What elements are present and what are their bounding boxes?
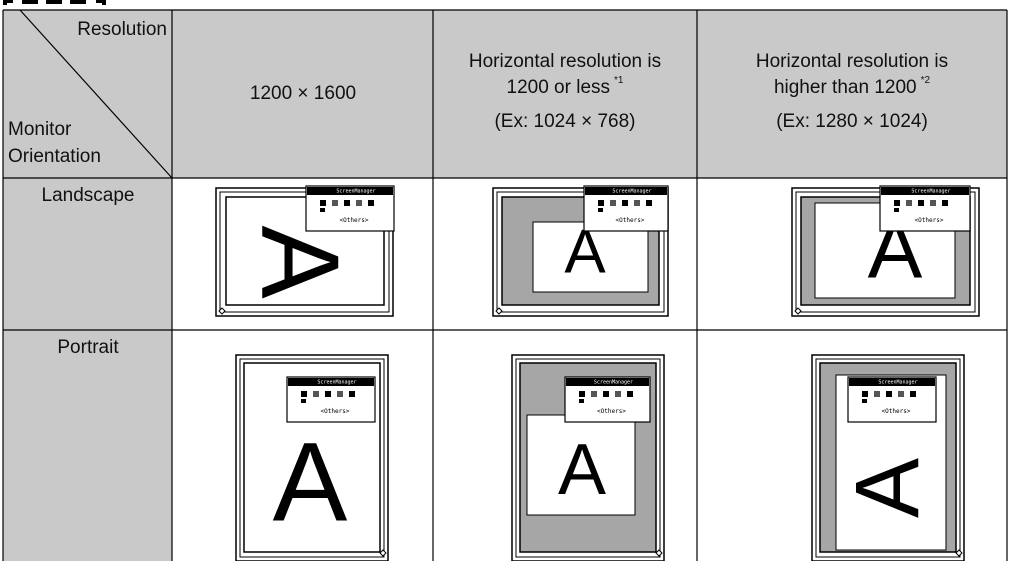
osd-item: <Others> bbox=[882, 408, 911, 415]
column-example: (Ex: 1024 × 768) bbox=[494, 111, 635, 132]
osd-icon bbox=[942, 200, 948, 206]
osd-item: <Others> bbox=[597, 408, 626, 415]
column-example: (Ex: 1280 × 1024) bbox=[776, 111, 928, 132]
osd-icon bbox=[579, 391, 585, 397]
image-area bbox=[532, 221, 649, 293]
osd-icon bbox=[634, 200, 640, 206]
osd-icon bbox=[622, 200, 628, 206]
column-header: higher than 1200 *2 bbox=[774, 75, 931, 98]
osd-icon bbox=[894, 200, 900, 206]
corner-row-label: Orientation bbox=[8, 146, 101, 167]
osd-icon bbox=[610, 200, 616, 206]
column-header: 1200 or less *1 bbox=[507, 75, 624, 98]
osd-titlebar bbox=[288, 378, 374, 386]
osd-icon bbox=[332, 200, 338, 206]
osd-icon bbox=[874, 391, 880, 397]
osd-title: ScreenManager bbox=[336, 189, 375, 195]
power-led bbox=[379, 549, 387, 557]
osd-item: <Others> bbox=[915, 217, 944, 224]
letter-a: A bbox=[838, 458, 938, 518]
power-led bbox=[495, 307, 503, 315]
osd-icon bbox=[886, 391, 892, 397]
row-header: Landscape bbox=[42, 185, 135, 206]
corner-row-label: Monitor bbox=[8, 119, 72, 140]
osd-icon bbox=[598, 200, 604, 206]
osd-icon bbox=[325, 391, 331, 397]
row-header-bg bbox=[3, 178, 172, 561]
column-header-line: higher than 1200 bbox=[774, 77, 917, 98]
osd-title: ScreenManager bbox=[317, 380, 356, 386]
osd-icon bbox=[579, 399, 584, 403]
letter-a: A bbox=[239, 225, 362, 299]
osd-titlebar bbox=[566, 378, 649, 386]
osd-item: <Others> bbox=[616, 217, 645, 224]
table-grid bbox=[2, 9, 1008, 561]
letter-a: A bbox=[273, 420, 348, 545]
footnote-mark: *2 bbox=[921, 75, 931, 86]
osd-icon bbox=[301, 391, 307, 397]
monitor: A ScreenManager <Others> bbox=[235, 354, 389, 561]
heading-fragment bbox=[3, 0, 106, 5]
osd-icon bbox=[356, 200, 362, 206]
osd-titlebar bbox=[881, 187, 969, 195]
osd-titlebar bbox=[585, 187, 667, 195]
monitor-bezel bbox=[515, 358, 661, 558]
corner-column-label: Resolution bbox=[77, 19, 167, 40]
osd-icon bbox=[344, 200, 350, 206]
osd-icon bbox=[894, 208, 899, 212]
monitor-bezel bbox=[219, 191, 390, 313]
osd-item: <Others> bbox=[340, 217, 369, 224]
osd-icon bbox=[368, 200, 374, 206]
osd-icon bbox=[862, 391, 868, 397]
osd-icon bbox=[301, 399, 306, 403]
column-header-line: 1200 or less bbox=[507, 77, 611, 98]
osd-icon bbox=[337, 391, 343, 397]
osd-icon bbox=[603, 391, 609, 397]
osd-icon bbox=[615, 391, 621, 397]
power-led bbox=[955, 549, 963, 557]
letter-a: A bbox=[558, 430, 606, 510]
image-area bbox=[526, 414, 636, 516]
power-led bbox=[794, 307, 802, 315]
osd-title: ScreenManager bbox=[911, 189, 950, 195]
footnote-mark: *1 bbox=[614, 75, 624, 86]
monitor: A ScreenManager <Others> bbox=[511, 354, 665, 561]
column-header: Horizontal resolution is bbox=[469, 51, 661, 72]
osd-title: ScreenManager bbox=[612, 189, 651, 195]
osd-icon bbox=[349, 391, 355, 397]
osd-icon bbox=[320, 208, 325, 212]
osd-title: ScreenManager bbox=[594, 380, 633, 386]
row-header: Portrait bbox=[57, 337, 119, 358]
osd-icon bbox=[646, 200, 652, 206]
osd-icon bbox=[591, 391, 597, 397]
monitor-bezel bbox=[239, 358, 385, 558]
column-header: 1200 × 1600 bbox=[250, 83, 356, 104]
osd-titlebar bbox=[307, 187, 393, 195]
osd-icon bbox=[598, 208, 603, 212]
osd-icon bbox=[898, 391, 904, 397]
monitor: A ScreenManager <Others> bbox=[811, 354, 965, 561]
osd-icon bbox=[313, 391, 319, 397]
osd-icon bbox=[862, 399, 867, 403]
osd-icon bbox=[910, 391, 916, 397]
osd-icon bbox=[320, 200, 326, 206]
power-led bbox=[218, 307, 226, 315]
column-header: Horizontal resolution is bbox=[756, 51, 948, 72]
osd-icon bbox=[918, 200, 924, 206]
header-row-bg bbox=[3, 10, 1007, 178]
osd-icon bbox=[906, 200, 912, 206]
monitor-bezel bbox=[815, 358, 961, 558]
power-led bbox=[655, 549, 663, 557]
monitor-bezel bbox=[496, 191, 665, 313]
osd-item: <Others> bbox=[321, 408, 350, 415]
osd-title: ScreenManager bbox=[878, 380, 917, 386]
monitor: A ScreenManager <Others> bbox=[215, 185, 395, 317]
osd-icon bbox=[627, 391, 633, 397]
osd-icon bbox=[930, 200, 936, 206]
osd-titlebar bbox=[849, 378, 935, 386]
